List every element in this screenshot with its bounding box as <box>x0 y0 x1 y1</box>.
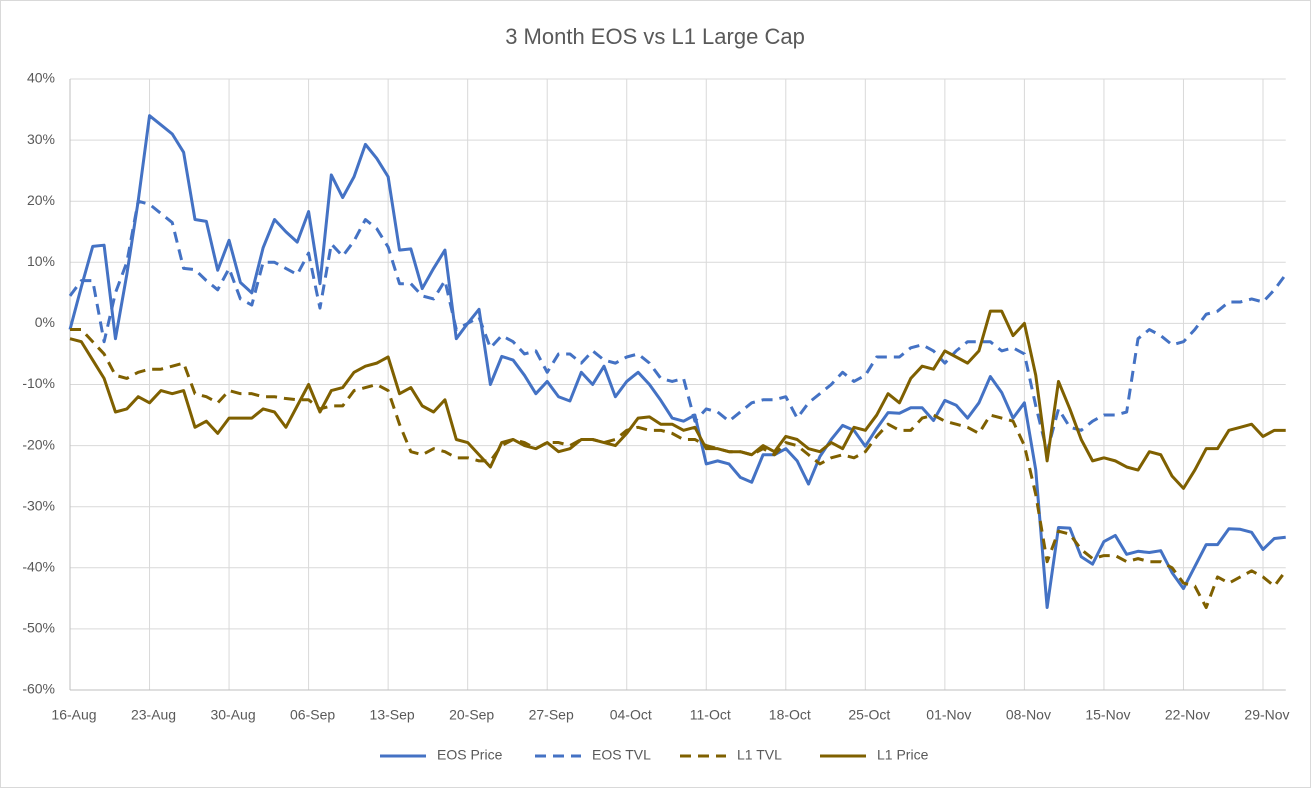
x-tick-label: 13-Sep <box>370 707 415 723</box>
y-tick-label: -50% <box>22 620 55 636</box>
series-line <box>70 328 1287 610</box>
x-tick-label: 29-Nov <box>1244 707 1289 723</box>
x-tick-label: 01-Nov <box>926 707 971 723</box>
y-tick-label: -10% <box>22 375 55 391</box>
series-line <box>68 199 1287 454</box>
legend-label: EOS Price <box>437 747 503 763</box>
y-tick-label: -30% <box>22 497 55 513</box>
legend-label: L1 Price <box>877 747 929 763</box>
y-tick-label: -20% <box>22 436 55 452</box>
x-tick-label: 04-Oct <box>610 707 652 723</box>
legend-label: L1 TVL <box>737 747 782 763</box>
x-tick-label: 11-Oct <box>690 707 731 723</box>
series-line <box>69 309 1286 490</box>
y-tick-label: -60% <box>22 681 55 697</box>
legend-label: EOS TVL <box>592 747 651 763</box>
y-tick-label: 20% <box>27 192 55 208</box>
y-tick-label: 0% <box>35 314 55 330</box>
x-tick-label: 27-Sep <box>529 707 574 723</box>
x-tick-label: 06-Sep <box>290 707 335 723</box>
y-tick-label: 10% <box>27 253 55 269</box>
x-tick-label: 16-Aug <box>51 707 96 723</box>
x-tick-label: 15-Nov <box>1085 707 1130 723</box>
y-tick-label: 30% <box>27 131 55 147</box>
x-tick-label: 08-Nov <box>1006 707 1051 723</box>
x-tick-label: 22-Nov <box>1165 707 1210 723</box>
x-tick-label: 20-Sep <box>449 707 494 723</box>
y-tick-label: 40% <box>27 70 55 86</box>
x-tick-label: 30-Aug <box>210 707 255 723</box>
chart-title: 3 Month EOS vs L1 Large Cap <box>505 24 805 49</box>
x-tick-label: 25-Oct <box>848 707 890 723</box>
x-tick-label: 18-Oct <box>769 707 811 723</box>
y-tick-label: -40% <box>22 559 55 575</box>
series-line <box>68 114 1286 610</box>
x-tick-label: 23-Aug <box>131 707 176 723</box>
